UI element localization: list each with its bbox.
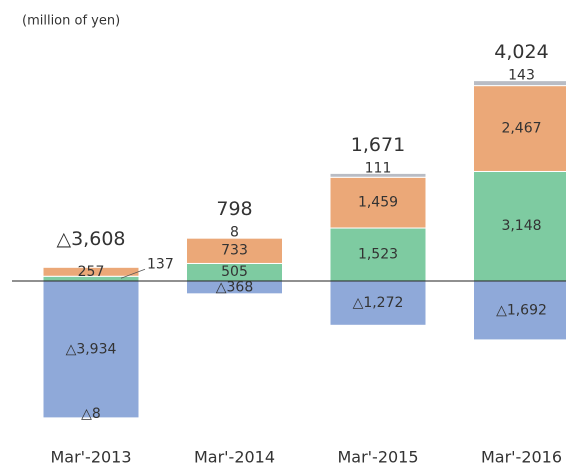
bar-segment <box>473 170 566 282</box>
bar-segment <box>329 280 427 326</box>
bar-segment <box>186 237 283 264</box>
bar-segment <box>473 280 566 341</box>
bar-segment <box>42 417 140 419</box>
data-label: 1,523 <box>358 247 398 263</box>
total-label: 798 <box>216 198 252 220</box>
total-label: △3,608 <box>56 228 125 250</box>
total-label: 4,024 <box>494 41 548 63</box>
x-tick-label: Mar'-2014 <box>194 448 275 467</box>
bar-segment <box>473 80 566 87</box>
data-label: 111 <box>365 160 392 176</box>
data-label: 8 <box>230 225 239 241</box>
data-label: △3,934 <box>66 341 117 357</box>
unit-label: (million of yen) <box>22 14 120 29</box>
data-label: △368 <box>216 279 254 295</box>
bar-segment <box>329 227 427 282</box>
x-tick-label: Mar'-2016 <box>481 448 562 467</box>
bar-segment <box>329 176 427 229</box>
data-label: △8 <box>81 406 101 422</box>
x-tick-label: Mar'-2015 <box>337 448 418 467</box>
leader-line <box>120 268 146 279</box>
data-label: 143 <box>508 68 535 84</box>
data-label: 3,148 <box>501 218 541 234</box>
data-label: △1,272 <box>353 295 404 311</box>
bar-segment <box>186 237 283 239</box>
bar-segment <box>42 280 140 419</box>
data-label: 733 <box>221 243 248 259</box>
total-label: 1,671 <box>351 134 405 156</box>
data-label: 505 <box>221 264 248 280</box>
data-label: 257 <box>78 264 105 280</box>
data-label: △1,692 <box>496 302 547 318</box>
data-label: 137 <box>147 256 174 272</box>
x-tick-label: Mar'-2013 <box>50 448 131 467</box>
data-label: 1,459 <box>358 195 398 211</box>
data-label: 2,467 <box>501 121 541 137</box>
bar-segment <box>329 172 427 178</box>
